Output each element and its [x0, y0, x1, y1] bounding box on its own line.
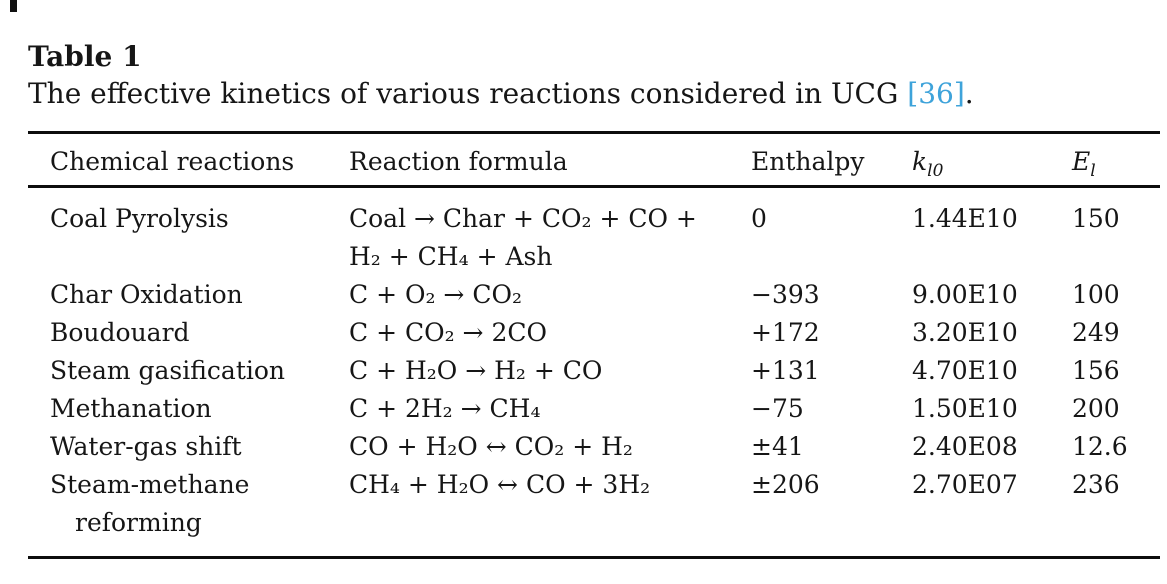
table-row: Steam gasification C + H₂O → H₂ + CO +13…: [28, 352, 1160, 390]
cell-reaction-formula: CO + H₂O ↔ CO₂ + H₂: [349, 428, 751, 466]
reaction-name-line1: Coal Pyrolysis: [50, 204, 229, 233]
reaction-formula-line1: C + CO₂ → 2CO: [349, 318, 547, 347]
col-header-chemical-reactions: Chemical reactions: [50, 147, 295, 176]
cell-enthalpy: ±206: [751, 470, 820, 499]
reaction-name-line1: Methanation: [50, 394, 212, 423]
table-body: Coal Pyrolysis Coal → Char + CO₂ + CO + …: [28, 188, 1160, 556]
cell-reaction-name: Methanation: [28, 390, 349, 428]
cell-kl0: 4.70E10: [912, 356, 1018, 385]
table-block: Table 1 The effective kinetics of variou…: [28, 0, 1160, 559]
cell-enthalpy: −393: [751, 280, 820, 309]
cell-reaction-formula: C + 2H₂ → CH₄: [349, 390, 751, 428]
table-row: Steam-methane reforming CH₄ + H₂O ↔ CO +…: [28, 466, 1160, 542]
cell-reaction-formula: CH₄ + H₂O ↔ CO + 3H₂: [349, 466, 751, 542]
reaction-formula-line1: Coal → Char + CO₂ + CO +: [349, 204, 697, 233]
table-title: Table 1: [28, 40, 142, 73]
cell-el: 100: [1072, 280, 1120, 309]
kl0-subscript: l0: [927, 161, 944, 181]
kinetics-table: Chemical reactions Reaction formula Enth…: [28, 131, 1160, 559]
cell-reaction-formula: C + O₂ → CO₂: [349, 276, 751, 314]
col-header-el: El: [1072, 147, 1160, 180]
cell-kl0: 2.70E07: [912, 470, 1018, 499]
cell-kl0: 2.40E08: [912, 432, 1018, 461]
table-row: Methanation C + 2H₂ → CH₄ −75 1.50E10 20…: [28, 390, 1160, 428]
reaction-name-line1: Boudouard: [50, 318, 190, 347]
cell-el: 150: [1072, 204, 1120, 233]
cell-enthalpy: +172: [751, 318, 820, 347]
reaction-name-line1: Steam gasification: [50, 356, 286, 385]
cell-el: 236: [1072, 470, 1120, 499]
cell-el: 156: [1072, 356, 1120, 385]
reaction-name-line2: reforming: [75, 508, 202, 537]
caption-period: .: [964, 77, 974, 110]
table-caption: The effective kinetics of various reacti…: [28, 74, 1160, 114]
cell-reaction-formula: C + H₂O → H₂ + CO: [349, 352, 751, 390]
cell-enthalpy: +131: [751, 356, 820, 385]
cell-kl0: 9.00E10: [912, 280, 1018, 309]
cell-reaction-name: Boudouard: [28, 314, 349, 352]
cell-kl0: 1.50E10: [912, 394, 1018, 423]
table-header-row: Chemical reactions Reaction formula Enth…: [28, 134, 1160, 188]
table-row: Coal Pyrolysis Coal → Char + CO₂ + CO + …: [28, 200, 1160, 276]
reaction-formula-line1: C + H₂O → H₂ + CO: [349, 356, 603, 385]
cell-el: 200: [1072, 394, 1120, 423]
cell-enthalpy: 0: [751, 204, 767, 233]
reaction-formula-line1: CH₄ + H₂O ↔ CO + 3H₂: [349, 470, 651, 499]
cell-reaction-name: Water-gas shift: [28, 428, 349, 466]
page-edge-mark: [10, 0, 17, 12]
reaction-formula-line1: CO + H₂O ↔ CO₂ + H₂: [349, 432, 633, 461]
cell-el: 249: [1072, 318, 1120, 347]
cell-reaction-name: Char Oxidation: [28, 276, 349, 314]
cell-kl0: 3.20E10: [912, 318, 1018, 347]
cell-kl0: 1.44E10: [912, 204, 1018, 233]
reaction-formula-line1: C + 2H₂ → CH₄: [349, 394, 541, 423]
cell-reaction-formula: Coal → Char + CO₂ + CO + H₂ + CH₄ + Ash: [349, 200, 751, 276]
caption-text: The effective kinetics of various reacti…: [28, 77, 908, 110]
reaction-name-line1: Char Oxidation: [50, 280, 243, 309]
table-row: Boudouard C + CO₂ → 2CO +172 3.20E10 249: [28, 314, 1160, 352]
kl0-symbol: k: [912, 147, 928, 176]
cell-reaction-name: Coal Pyrolysis: [28, 200, 349, 276]
reaction-name-line1: Steam-methane: [50, 470, 250, 499]
col-header-kl0: kl0: [912, 147, 1072, 180]
reaction-name-line1: Water-gas shift: [50, 432, 242, 461]
table-row: Water-gas shift CO + H₂O ↔ CO₂ + H₂ ±41 …: [28, 428, 1160, 466]
reaction-formula-line2: H₂ + CH₄ + Ash: [349, 242, 553, 271]
col-header-enthalpy: Enthalpy: [751, 147, 865, 176]
cell-enthalpy: −75: [751, 394, 804, 423]
table-row: Char Oxidation C + O₂ → CO₂ −393 9.00E10…: [28, 276, 1160, 314]
cell-reaction-name: Steam-methane reforming: [28, 466, 349, 542]
reaction-formula-line1: C + O₂ → CO₂: [349, 280, 522, 309]
cell-enthalpy: ±41: [751, 432, 804, 461]
col-header-reaction-formula: Reaction formula: [349, 147, 568, 176]
el-symbol: E: [1072, 147, 1091, 176]
cell-reaction-name: Steam gasification: [28, 352, 349, 390]
citation-link-36[interactable]: [36]: [907, 77, 965, 110]
el-subscript: l: [1090, 161, 1096, 181]
cell-el: 12.6: [1072, 432, 1128, 461]
cell-reaction-formula: C + CO₂ → 2CO: [349, 314, 751, 352]
